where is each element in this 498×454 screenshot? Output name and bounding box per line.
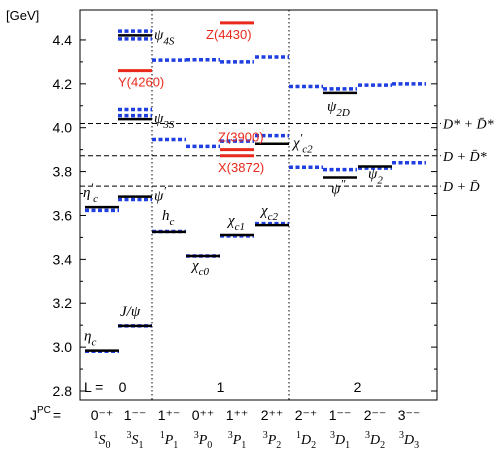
spectroscopic-label: 3P2	[263, 430, 282, 451]
jpc-label: 0⁻⁺	[91, 407, 114, 423]
exotic-state-label: Z(3900)	[218, 130, 264, 145]
state-label: hc	[162, 208, 175, 228]
spectroscopic-label: 3S1	[127, 430, 144, 451]
spectroscopic-label: 1D2	[296, 430, 316, 451]
jpc-label: 2⁺⁺	[261, 407, 284, 423]
state-label: ψ′	[154, 184, 166, 205]
l-group-label: 0	[119, 379, 127, 395]
state-label: ψ3S	[154, 111, 175, 131]
spectroscopic-label: 1S0	[94, 430, 111, 451]
jpc-label: 0⁺⁺	[192, 407, 215, 423]
state-label: η′c	[83, 180, 98, 205]
exotic-state-label: Y(4260)	[118, 75, 164, 90]
l-group-label: 1	[217, 379, 225, 395]
spectroscopic-label: 3D1	[330, 430, 350, 451]
plot-frame	[79, 9, 438, 401]
spectroscopic-label: 3D3	[399, 430, 419, 451]
y-tick-label: 3.4	[53, 251, 73, 267]
threshold-label: D* + D̄*	[442, 117, 494, 132]
jpc-row-label: JPC =	[30, 405, 61, 423]
y-tick-label: 3.2	[53, 295, 73, 311]
level-labels: ηc η′c J/ψ ψ′ ψ3S ψ4S hc χc0 χc1 χc2 χ′c2 ψ″ ψ2D ψ2 Y(…	[83, 27, 383, 349]
exotic-state-label: X(3872)	[218, 160, 264, 175]
jpc-label: 1⁻⁻	[124, 407, 147, 423]
state-label: χc2	[259, 203, 278, 223]
levels	[85, 21, 426, 354]
y-tick-label: 3.6	[53, 207, 73, 223]
spectroscopic-label: 1P1	[160, 430, 179, 451]
l-row-label: L =	[84, 379, 103, 395]
y-axis: [GeV] 2.8 3.0 3.2 3.4 3.6 3.8 4.0 4.2 4.4	[6, 8, 437, 399]
l-group-label: 2	[354, 379, 362, 395]
threshold-label: D + D̄*	[442, 150, 487, 165]
y-tick-label: 4.2	[53, 76, 73, 92]
y-unit-label: [GeV]	[6, 8, 39, 23]
state-label: ψ4S	[154, 27, 175, 47]
state-label: ψ″	[331, 177, 346, 198]
jpc-label: 1⁺⁺	[226, 407, 249, 423]
state-label: ψ2	[368, 167, 383, 187]
y-tick-label: 2.8	[53, 383, 73, 399]
y-tick-label: 4.0	[53, 120, 73, 136]
y-tick-label: 3.0	[53, 339, 73, 355]
jpc-label: 3⁻⁻	[398, 407, 421, 423]
threshold-label: D + D̄	[442, 180, 480, 195]
y-tick-label: 3.8	[53, 164, 73, 180]
state-label: χc1	[226, 213, 245, 233]
jpc-label: 2⁻⁻	[364, 407, 387, 423]
plot-border	[79, 9, 438, 401]
jpc-label: 1⁺⁻	[158, 407, 181, 423]
l-separators	[151, 10, 290, 400]
state-label: ψ2D	[327, 99, 350, 119]
state-label: ηc	[84, 329, 96, 349]
state-label: χc0	[190, 258, 209, 278]
y-tick-label: 4.4	[53, 32, 73, 48]
spectroscopic-label: 3P0	[194, 430, 213, 451]
jpc-label: 1⁻⁻	[329, 407, 352, 423]
state-label: χ′c2	[291, 131, 313, 156]
quantum-number-labels: L = 0 1 2 JPC = 0⁻⁺ 1S0 1⁻⁻ 3S1 1⁺⁻ 1P1 0⁺⁺ 3P0 1⁺⁺ 3P1…	[30, 379, 420, 451]
spectroscopic-label: 3P1	[228, 430, 247, 451]
state-label: J/ψ	[120, 304, 141, 320]
jpc-label: 2⁻⁺	[295, 407, 318, 423]
spectroscopic-label: 3D2	[365, 430, 385, 451]
exotic-state-label: Z(4430)	[206, 27, 252, 42]
thresholds: D + D̄ D + D̄* D* + D̄*	[80, 117, 494, 195]
